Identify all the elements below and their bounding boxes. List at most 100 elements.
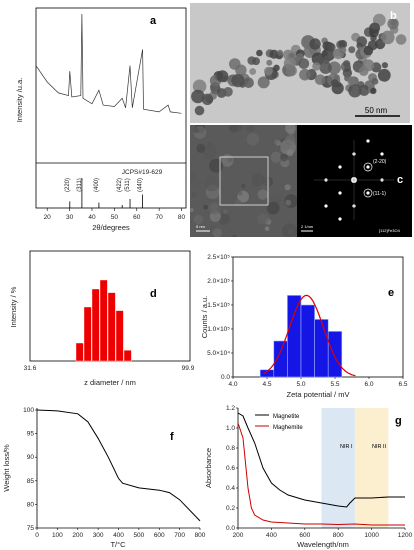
hrtem-grain: [207, 142, 213, 148]
panel-label-a: a: [150, 15, 157, 27]
hrtem-grain: [282, 223, 297, 237]
dls-bar: [83, 306, 92, 362]
zeta-y-tick-label: 2.0×10⁵: [207, 278, 230, 285]
tem-particle: [269, 49, 279, 59]
panel-c-fft-pattern: (2-20) (11-1) c 2 1/nm [112]Fe3O4: [297, 125, 412, 237]
abs-x-tick-label: 800: [333, 532, 344, 539]
tem-particle: [395, 34, 407, 45]
tem-particle: [326, 42, 336, 52]
abs-y-tick-label: 0.8: [226, 445, 235, 452]
zeta-x-tick-label: 6.0: [364, 381, 373, 388]
xrd-peak-label: (220): [65, 178, 71, 192]
panel-g-absorbance-chart: 0.0 0.2 0.4 0.6 0.8 1.0 1.2 200 400 600 800 1000 12…: [205, 405, 413, 549]
tem-particle: [273, 64, 280, 72]
xrd-x-tick-label: 30: [66, 214, 74, 221]
dls-bar: [91, 288, 100, 362]
tga-x-tick-label: 0: [35, 532, 39, 539]
tem-particle: [257, 76, 270, 89]
tga-x-tick-label: 600: [154, 532, 165, 539]
abs-y-ticks: 0.0 0.2 0.4 0.6 0.8 1.0 1.2: [226, 405, 238, 532]
magnetite-curve: [237, 412, 405, 508]
tga-x-tick-label: 300: [93, 532, 104, 539]
zeta-x-axis-label: Zeta potential / mV: [287, 390, 350, 399]
abs-y-tick-label: 0.6: [226, 465, 235, 472]
hrtem-grain: [246, 133, 260, 146]
tem-particle: [231, 74, 245, 88]
hrtem-grain: [264, 226, 270, 231]
tem-particle: [348, 84, 362, 98]
zeta-gaussian-fit-line: [263, 294, 356, 377]
tga-x-ticks: 0 100 200 300 400 500 600 700 800: [35, 528, 206, 539]
panel-label-e: e: [388, 287, 394, 299]
fft-spot-marker-2: [363, 188, 373, 198]
tga-x-tick-label: 400: [113, 532, 124, 539]
xrd-x-ticks: 20 30 40 50 60 70 80: [44, 208, 186, 221]
dls-x-axis-label: z diameter / nm: [84, 378, 136, 387]
hrtem-grain: [193, 128, 199, 134]
panel-label-g: g: [395, 415, 402, 427]
hrtem-grain: [266, 201, 280, 215]
fft-spot: [338, 217, 342, 221]
zeta-y-tick-label: 0.0: [221, 374, 230, 381]
tga-y-tick-label: 90: [27, 454, 35, 461]
tem-particle: [339, 46, 347, 54]
abs-x-axis-label: Wavelength/nm: [297, 540, 349, 549]
abs-y-tick-label: 0.2: [226, 505, 235, 512]
zeta-x-tick-label: 6.5: [398, 381, 407, 388]
zeta-x-tick-label: 5.5: [330, 381, 339, 388]
xrd-x-tick-label: 70: [156, 214, 164, 221]
tem-particle: [191, 89, 205, 104]
tga-x-tick-label: 800: [195, 532, 206, 539]
fft-spot-label-1: (2-20): [373, 159, 387, 165]
xrd-peak-label: (511): [125, 178, 131, 192]
dls-x-tick-right: 99.9: [182, 365, 195, 372]
xrd-peak-label: (311): [77, 178, 83, 192]
panel-label-c: c: [397, 174, 403, 186]
tem-particle: [266, 59, 273, 66]
tga-y-tick-label: 95: [27, 431, 35, 438]
tem-particle: [216, 70, 229, 83]
legend-maghemite-label: Maghemite: [273, 425, 303, 431]
hrtem-grain: [257, 189, 268, 200]
xrd-x-tick-label: 40: [88, 214, 96, 221]
xrd-x-tick-label: 50: [111, 214, 119, 221]
fft-spot: [366, 165, 370, 169]
tem-nanoparticles: [191, 13, 407, 116]
tga-y-tick-label: 80: [27, 501, 35, 508]
tem-particle: [311, 52, 325, 66]
xrd-peak-label: (400): [94, 178, 100, 192]
hrtem-grain: [193, 214, 204, 225]
fft-spot: [380, 152, 384, 156]
hrtem-grain: [257, 213, 270, 225]
xrd-x-tick-label: 20: [44, 214, 52, 221]
panel-label-f: f: [170, 431, 174, 443]
panel-e-zeta-chart: 0.0 5.0×10⁴ 1.0×10⁵ 1.5×10⁵ 2.0×10⁵ 2.5×10⁵ 4…: [200, 254, 408, 399]
tga-y-tick-label: 75: [27, 525, 35, 532]
tem-particle: [276, 49, 284, 57]
hrtem-grain: [203, 204, 208, 210]
tem-particle: [342, 68, 353, 78]
hrtem-grain: [284, 135, 296, 146]
tga-x-tick-label: 200: [72, 532, 83, 539]
hrtem-grain: [202, 145, 217, 160]
hrtem-grain: [232, 234, 237, 237]
panel-d-dls-chart: d 31.6 99.9 z diameter / nm Intensity / …: [9, 250, 195, 387]
hrtem-grain: [218, 213, 230, 225]
hrtem-grain: [220, 154, 234, 167]
xrd-frame: [35, 7, 187, 209]
tem-particle: [331, 79, 339, 88]
fft-spot: [338, 165, 342, 169]
zeta-bar: [273, 340, 288, 378]
fft-spot: [324, 204, 328, 208]
hrtem-grain: [255, 201, 260, 206]
hrtem-grain: [270, 193, 283, 205]
zeta-bars: [259, 295, 343, 378]
dls-bar: [107, 292, 116, 362]
tem-particle: [381, 62, 388, 69]
tem-particle: [387, 18, 399, 30]
zeta-x-tick-label: 5.0: [296, 381, 305, 388]
tga-y-tick-label: 85: [27, 478, 35, 485]
xrd-plot-area: (220) (311) (400) (422) (511) (440) 20 30 40 50 6…: [35, 7, 187, 221]
abs-x-tick-label: 1000: [364, 532, 379, 539]
zeta-bar: [314, 319, 329, 378]
